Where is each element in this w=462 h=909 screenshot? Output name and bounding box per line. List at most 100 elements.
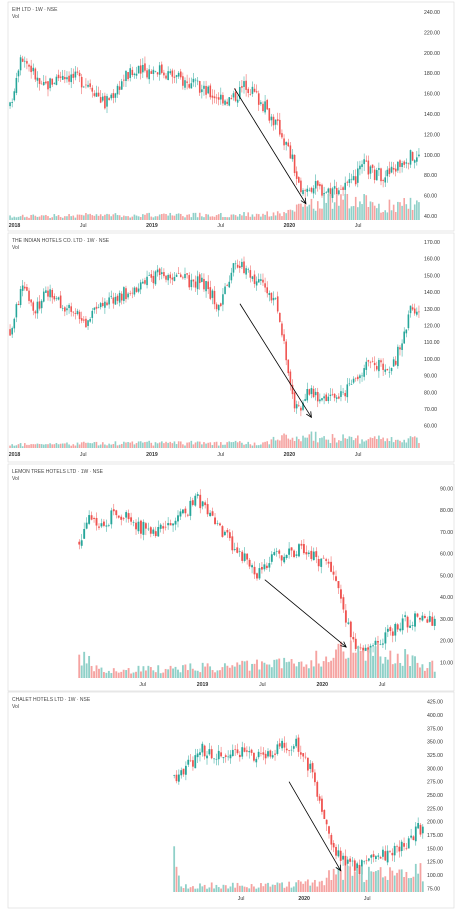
candle-body — [207, 281, 209, 290]
candle-body — [172, 523, 174, 526]
y-tick-label: 125.00 — [427, 860, 443, 866]
volume-bar — [287, 438, 290, 448]
candle-body — [257, 751, 260, 758]
volume-bar — [173, 846, 176, 892]
candle-body — [203, 745, 206, 757]
volume-bar — [406, 654, 409, 678]
volume-bar — [337, 867, 340, 892]
candle-body — [328, 826, 330, 834]
volume-bar — [392, 204, 395, 220]
candle-body — [285, 748, 288, 751]
volume-bar — [236, 442, 239, 448]
volume-bar — [181, 665, 184, 678]
candle-body — [144, 63, 146, 71]
volume-bar — [110, 673, 113, 678]
candle-body — [199, 752, 201, 755]
candle-body — [89, 318, 91, 322]
candle-body — [226, 101, 228, 104]
candle-body — [250, 749, 253, 753]
candle-body — [407, 838, 410, 849]
volume-bar — [194, 442, 197, 448]
volume-bar — [350, 436, 353, 448]
volume-bar — [130, 673, 133, 678]
volume-bar — [72, 215, 75, 220]
volume-bar — [417, 873, 420, 892]
volume-bar — [106, 213, 108, 220]
candle-body — [21, 58, 24, 62]
volume-bar — [177, 213, 180, 220]
candle-body — [219, 523, 221, 526]
volume-bar — [292, 886, 295, 892]
volume-bar — [354, 196, 357, 220]
candle-body — [112, 297, 115, 304]
volume-bar — [217, 445, 220, 448]
volume-bar — [230, 442, 233, 448]
volume-bar — [291, 437, 294, 448]
volume-bar — [359, 443, 361, 448]
volume-bar — [375, 208, 378, 220]
volume-bar — [222, 217, 224, 220]
volume-bar — [407, 208, 410, 220]
candle-body — [375, 366, 378, 370]
candle-body — [150, 274, 153, 278]
candle-body — [309, 763, 312, 769]
volume-bar — [367, 866, 370, 892]
candle-body — [344, 855, 347, 866]
volume-bar — [276, 211, 279, 220]
volume-bar — [142, 442, 144, 448]
volume-bar — [15, 217, 18, 220]
volume-bar — [388, 199, 391, 220]
volume-bar — [247, 212, 250, 220]
volume-bar — [182, 444, 184, 448]
volume-bar — [72, 444, 75, 448]
y-tick-label: 80.00 — [440, 508, 453, 514]
candle-body — [351, 860, 354, 862]
candle-body — [74, 313, 77, 314]
candle-body — [83, 528, 86, 539]
volume-bar — [344, 865, 347, 892]
candle-body — [98, 526, 100, 528]
candle-body — [156, 269, 159, 273]
volume-bar — [290, 887, 293, 892]
candle-body — [45, 290, 47, 293]
candle-body — [264, 753, 267, 759]
volume-bar — [95, 441, 98, 448]
volume-bar — [411, 655, 414, 678]
candle-body — [322, 557, 325, 559]
candle-body — [394, 623, 397, 636]
volume-bar — [112, 214, 115, 220]
volume-bar — [129, 217, 131, 220]
candle-body — [53, 296, 56, 300]
volume-bar — [295, 882, 298, 892]
candle-body — [397, 161, 399, 171]
volume-bar — [323, 194, 325, 220]
y-tick-label: 220.00 — [424, 30, 440, 36]
volume-bar — [251, 214, 254, 220]
candle-body — [260, 102, 262, 104]
candle-body — [358, 864, 361, 875]
candle-body — [174, 520, 177, 525]
volume-bar — [333, 437, 336, 448]
candle-body — [272, 116, 275, 126]
volume-bar — [255, 445, 258, 448]
volume-bar — [327, 194, 330, 220]
volume-bar — [161, 213, 163, 220]
volume-bar — [375, 439, 378, 448]
candle-body — [80, 76, 83, 88]
candle-body — [342, 855, 344, 860]
volume-bar — [97, 445, 100, 448]
volume-bar — [229, 886, 232, 892]
candle-body — [275, 551, 278, 552]
candle-body — [260, 279, 262, 281]
volume-bar — [185, 884, 187, 892]
volume-bar — [47, 216, 49, 220]
candle-body — [271, 755, 274, 758]
volume-bar — [190, 440, 193, 448]
volume-bar — [304, 437, 306, 448]
volume-bar — [137, 216, 140, 220]
y-tick-label: 60.00 — [440, 552, 453, 558]
candle-body — [403, 331, 405, 344]
candle-body — [114, 93, 117, 98]
volume-bar — [118, 444, 121, 448]
volume-bar — [273, 659, 276, 678]
